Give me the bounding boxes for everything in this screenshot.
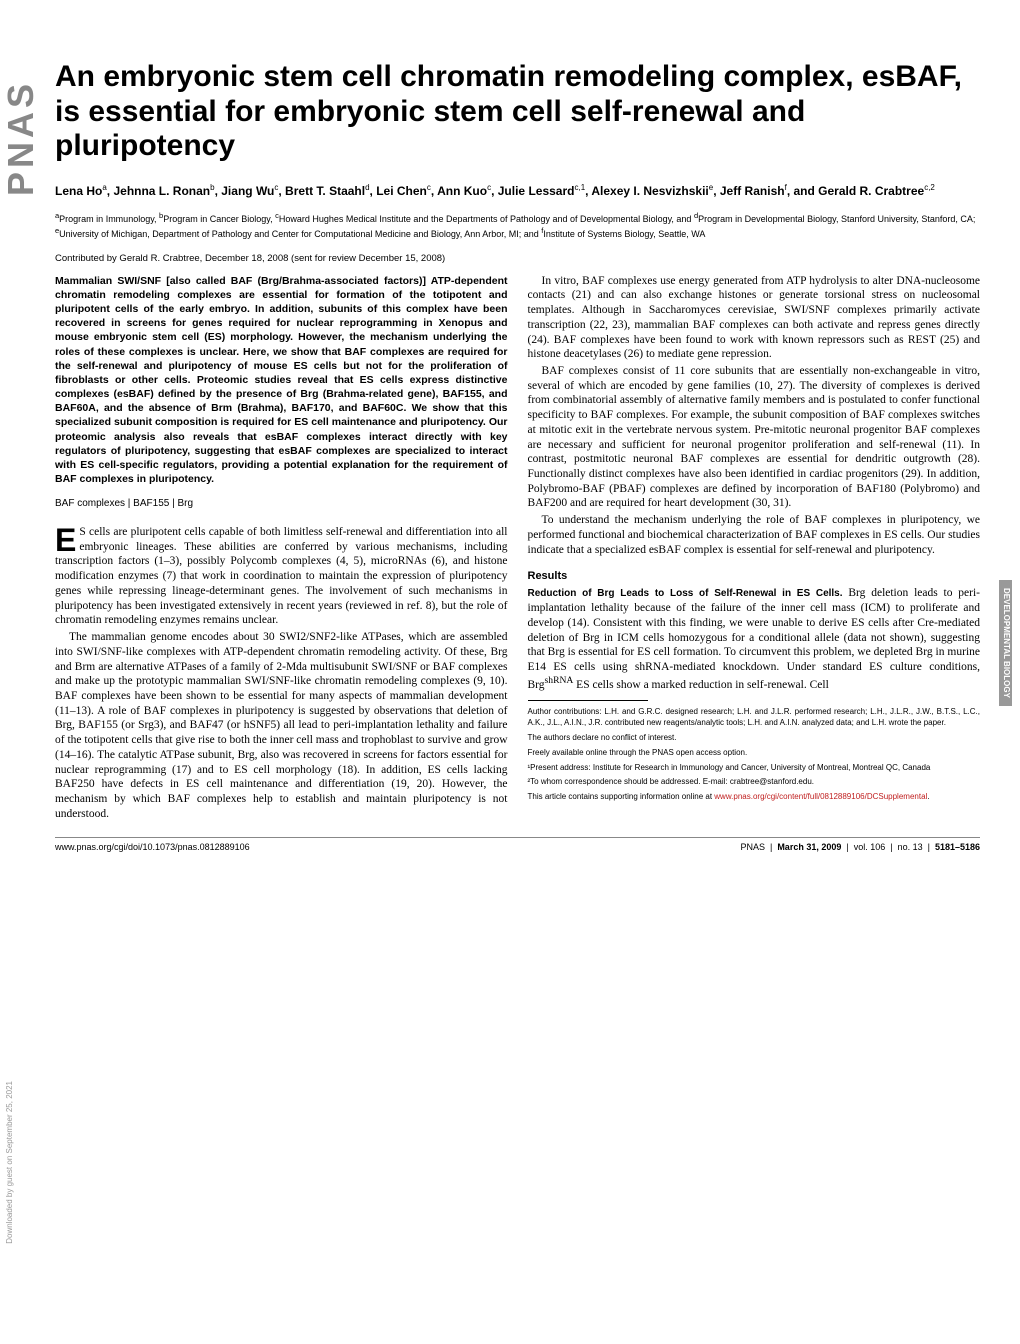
left-column: Mammalian SWI/SNF [also called BAF (Brg/… bbox=[55, 274, 508, 824]
footnote-divider bbox=[528, 700, 648, 701]
footnotes: Author contributions: L.H. and G.R.C. de… bbox=[528, 707, 981, 803]
author-list: Lena Hoa, Jehnna L. Ronanb, Jiang Wuc, B… bbox=[55, 182, 980, 200]
supporting-info: This article contains supporting informa… bbox=[528, 792, 981, 803]
footer-doi: www.pnas.org/cgi/doi/10.1073/pnas.081288… bbox=[55, 842, 250, 852]
download-note: Downloaded by guest on September 25, 202… bbox=[5, 1081, 14, 1244]
intro-para-2: The mammalian genome encodes about 30 SW… bbox=[55, 630, 508, 821]
category-label: DEVELOPMENTAL BIOLOGY bbox=[999, 580, 1012, 706]
open-access: Freely available online through the PNAS… bbox=[528, 748, 981, 759]
right-column: In vitro, BAF complexes use energy gener… bbox=[528, 274, 981, 824]
supporting-link[interactable]: www.pnas.org/cgi/content/full/0812889106… bbox=[714, 792, 927, 801]
page-footer: www.pnas.org/cgi/doi/10.1073/pnas.081288… bbox=[55, 837, 980, 852]
article-content: An embryonic stem cell chromatin remodel… bbox=[55, 0, 980, 872]
journal-logo-sidebar: PNAS Downloaded by guest on September 25… bbox=[0, 0, 45, 1344]
right-para-1: In vitro, BAF complexes use energy gener… bbox=[528, 274, 981, 362]
dropcap: E bbox=[55, 525, 79, 554]
results-para: Reduction of Brg Leads to Loss of Self-R… bbox=[528, 586, 981, 692]
present-address: ¹Present address: Institute for Research… bbox=[528, 763, 981, 774]
intro-text: ES cells are pluripotent cells capable o… bbox=[55, 525, 508, 821]
results-body: Reduction of Brg Leads to Loss of Self-R… bbox=[528, 586, 981, 692]
affiliations: aProgram in Immunology, bProgram in Canc… bbox=[55, 211, 980, 240]
results-sub-heading: Reduction of Brg Leads to Loss of Self-R… bbox=[528, 588, 843, 599]
keywords: BAF complexes | BAF155 | Brg bbox=[55, 498, 508, 511]
intro-para-1: ES cells are pluripotent cells capable o… bbox=[55, 525, 508, 628]
article-title: An embryonic stem cell chromatin remodel… bbox=[55, 60, 980, 164]
right-para-2: BAF complexes consist of 11 core subunit… bbox=[528, 364, 981, 511]
results-heading: Results bbox=[528, 569, 981, 583]
author-contributions: Author contributions: L.H. and G.R.C. de… bbox=[528, 707, 981, 729]
footer-citation: PNAS | March 31, 2009 | vol. 106 | no. 1… bbox=[740, 842, 980, 852]
contributed-line: Contributed by Gerald R. Crabtree, Decem… bbox=[55, 253, 980, 264]
abstract: Mammalian SWI/SNF [also called BAF (Brg/… bbox=[55, 274, 508, 487]
pnas-logo-text: PNAS bbox=[0, 80, 42, 196]
correspondence: ²To whom correspondence should be addres… bbox=[528, 777, 981, 788]
right-para-3: To understand the mechanism underlying t… bbox=[528, 513, 981, 557]
right-body: In vitro, BAF complexes use energy gener… bbox=[528, 274, 981, 558]
conflict-statement: The authors declare no conflict of inter… bbox=[528, 733, 981, 744]
two-column-layout: Mammalian SWI/SNF [also called BAF (Brg/… bbox=[55, 274, 980, 824]
